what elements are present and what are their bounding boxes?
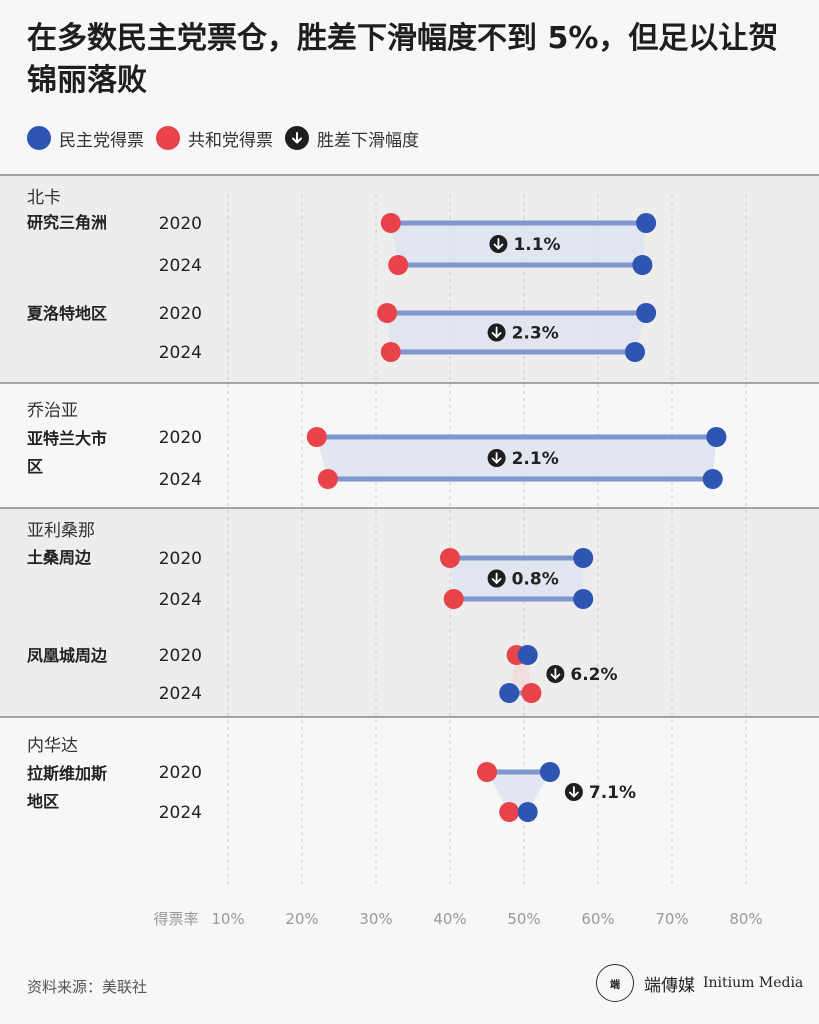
drop-value-label: 1.1% — [513, 235, 560, 255]
arrow-down-glyph — [491, 326, 502, 339]
rep-dot-icon — [156, 126, 180, 150]
dem-point — [517, 645, 538, 665]
arrow-down-glyph — [569, 786, 579, 798]
margin-band — [390, 223, 647, 265]
year-label: 2024 — [159, 684, 202, 704]
brand: 端 端傳媒 Initium Media — [596, 964, 803, 1002]
margin-band — [487, 772, 550, 812]
area-label: 凤凰城周边 — [27, 646, 108, 665]
area-label: 土桑周边 — [27, 548, 92, 567]
year-label: 2020 — [159, 304, 202, 324]
brand-name-cn: 端傳媒 — [644, 975, 695, 996]
area-label: 研究三角洲 — [27, 213, 107, 232]
dem-point — [636, 213, 657, 233]
rep-point — [443, 589, 464, 609]
rep-point — [306, 427, 327, 447]
area-label: 拉斯维加斯 — [27, 764, 107, 783]
legend-rep-label: 共和党得票 — [188, 130, 273, 151]
year-label: 2020 — [159, 428, 202, 448]
legend-drop-label: 胜差下滑幅度 — [317, 130, 419, 151]
section-band — [0, 508, 819, 717]
state-label: 乔治亚 — [27, 401, 78, 421]
brand-logo: 端 — [596, 964, 634, 1002]
rep-point — [477, 762, 497, 782]
margin-band — [450, 558, 584, 599]
rep-point — [521, 683, 542, 703]
legend-item-drop: 胜差下滑幅度 — [285, 126, 419, 151]
brand-name-en: Initium Media — [703, 975, 804, 991]
rep-point — [377, 303, 398, 323]
x-tick-label: 40% — [433, 910, 466, 928]
year-label: 2024 — [159, 343, 202, 363]
year-label: 2020 — [159, 763, 202, 783]
arrow-down-glyph — [493, 238, 504, 250]
drop-value-label: 0.8% — [512, 570, 559, 590]
dem-point — [632, 255, 653, 275]
arrow-down-glyph — [491, 572, 502, 585]
rep-point — [380, 342, 401, 362]
legend: 民主党得票 共和党得票 胜差下滑幅度 — [27, 125, 431, 151]
dem-point — [573, 589, 594, 609]
rep-point — [499, 802, 520, 822]
legend-dem-label: 民主党得票 — [59, 130, 144, 151]
x-tick-label: 70% — [655, 910, 688, 928]
rep-point — [440, 548, 460, 568]
state-label: 亚利桑那 — [27, 521, 95, 541]
dem-point — [573, 548, 594, 568]
year-label: 2020 — [159, 646, 202, 666]
arrow-down-glyph — [491, 452, 502, 464]
legend-item-rep: 共和党得票 — [156, 126, 273, 151]
area-label: 地区 — [27, 792, 59, 811]
x-tick-label: 30% — [359, 910, 392, 928]
drop-value-label: 7.1% — [589, 783, 636, 803]
area-label: 夏洛特地区 — [26, 304, 107, 323]
drop-value-label: 2.3% — [512, 324, 559, 344]
dem-point — [539, 762, 560, 782]
dem-dot-icon — [27, 126, 51, 150]
rep-point — [317, 469, 338, 489]
x-tick-label: 10% — [211, 910, 244, 928]
year-label: 2020 — [159, 214, 202, 234]
x-tick-label: 20% — [285, 910, 318, 928]
drop-value-label: 2.1% — [512, 449, 559, 469]
rep-point — [380, 213, 401, 233]
state-label: 内华达 — [27, 736, 78, 756]
dem-point — [702, 469, 723, 489]
area-label: 区 — [27, 457, 43, 476]
dem-point — [499, 683, 520, 703]
drop-value-label: 6.2% — [570, 665, 617, 685]
x-axis-label: 得票率 — [153, 910, 198, 928]
year-label: 2024 — [159, 803, 202, 823]
dem-point — [636, 303, 657, 323]
year-label: 2024 — [159, 256, 202, 276]
dem-point — [706, 427, 727, 447]
dem-point — [625, 342, 645, 362]
x-tick-label: 60% — [581, 910, 614, 928]
rep-point — [388, 255, 409, 275]
year-label: 2020 — [159, 549, 202, 569]
arrow-down-icon — [285, 126, 309, 150]
year-label: 2024 — [159, 590, 202, 610]
margin-band — [387, 313, 647, 352]
source-note: 资料来源：美联社 — [27, 978, 148, 996]
x-tick-label: 50% — [507, 910, 540, 928]
legend-item-dem: 民主党得票 — [27, 126, 144, 151]
chart-title: 在多数民主党票仓，胜差下滑幅度不到 5%，但足以让贺锦丽落败 — [27, 21, 779, 98]
x-tick-label: 80% — [729, 910, 762, 928]
arrow-down-glyph — [550, 668, 561, 680]
state-label: 北卡 — [27, 188, 61, 208]
dem-point — [517, 802, 538, 822]
area-label: 亚特兰大市 — [27, 429, 107, 448]
year-label: 2024 — [159, 470, 202, 490]
margin-band — [316, 437, 717, 479]
